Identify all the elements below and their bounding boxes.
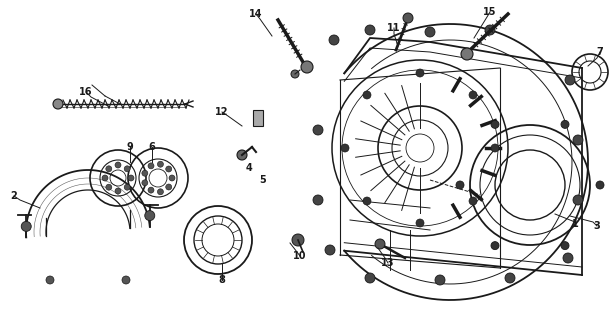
Circle shape [563, 253, 573, 263]
Circle shape [158, 161, 164, 167]
Circle shape [166, 184, 172, 190]
Circle shape [403, 13, 413, 23]
Text: 6: 6 [148, 142, 155, 152]
Circle shape [292, 234, 304, 246]
Text: 16: 16 [79, 87, 93, 97]
Circle shape [565, 75, 575, 85]
Circle shape [573, 195, 583, 205]
Circle shape [313, 125, 323, 135]
Circle shape [561, 120, 569, 128]
Circle shape [313, 195, 323, 205]
Text: 14: 14 [249, 9, 263, 19]
Circle shape [469, 197, 477, 205]
Circle shape [145, 211, 154, 220]
Circle shape [573, 135, 583, 145]
Circle shape [124, 184, 130, 190]
Circle shape [363, 197, 371, 205]
Text: 15: 15 [483, 7, 497, 17]
Text: 8: 8 [219, 275, 226, 285]
Text: 11: 11 [387, 23, 401, 33]
Circle shape [46, 276, 54, 284]
Circle shape [491, 242, 499, 250]
Circle shape [237, 150, 247, 160]
Circle shape [469, 91, 477, 99]
Text: 13: 13 [381, 258, 395, 268]
Text: 7: 7 [596, 47, 603, 57]
Circle shape [115, 188, 121, 194]
Circle shape [416, 219, 424, 227]
Circle shape [435, 275, 445, 285]
Circle shape [456, 181, 464, 189]
Circle shape [375, 239, 385, 249]
Circle shape [363, 91, 371, 99]
Circle shape [365, 273, 375, 283]
Circle shape [142, 180, 148, 186]
Text: 1: 1 [572, 219, 579, 229]
Circle shape [596, 181, 604, 189]
Text: 2: 2 [10, 191, 17, 201]
Bar [253, 110, 263, 126]
Circle shape [142, 170, 148, 176]
Circle shape [491, 144, 499, 152]
Circle shape [301, 61, 313, 73]
Circle shape [461, 48, 473, 60]
Circle shape [485, 25, 495, 35]
Circle shape [491, 120, 499, 128]
Circle shape [148, 163, 154, 169]
Circle shape [122, 276, 130, 284]
Text: 3: 3 [593, 221, 600, 231]
Circle shape [115, 162, 121, 168]
Circle shape [53, 99, 63, 109]
Circle shape [505, 273, 515, 283]
Circle shape [416, 69, 424, 77]
Circle shape [365, 25, 375, 35]
Text: 12: 12 [215, 107, 229, 117]
Circle shape [21, 221, 31, 231]
Circle shape [124, 166, 130, 172]
Circle shape [106, 184, 112, 190]
Circle shape [106, 166, 112, 172]
Circle shape [425, 27, 435, 37]
Circle shape [158, 189, 164, 195]
Text: 9: 9 [127, 142, 134, 152]
Circle shape [166, 166, 172, 172]
Circle shape [291, 70, 299, 78]
Text: 10: 10 [293, 251, 306, 261]
Circle shape [329, 35, 339, 45]
Text: 4: 4 [246, 163, 253, 173]
Circle shape [148, 187, 154, 193]
Circle shape [561, 242, 569, 250]
Circle shape [325, 245, 335, 255]
Text: 5: 5 [260, 175, 267, 185]
Circle shape [169, 175, 175, 181]
Circle shape [102, 175, 108, 181]
Circle shape [341, 144, 349, 152]
Circle shape [128, 175, 134, 181]
